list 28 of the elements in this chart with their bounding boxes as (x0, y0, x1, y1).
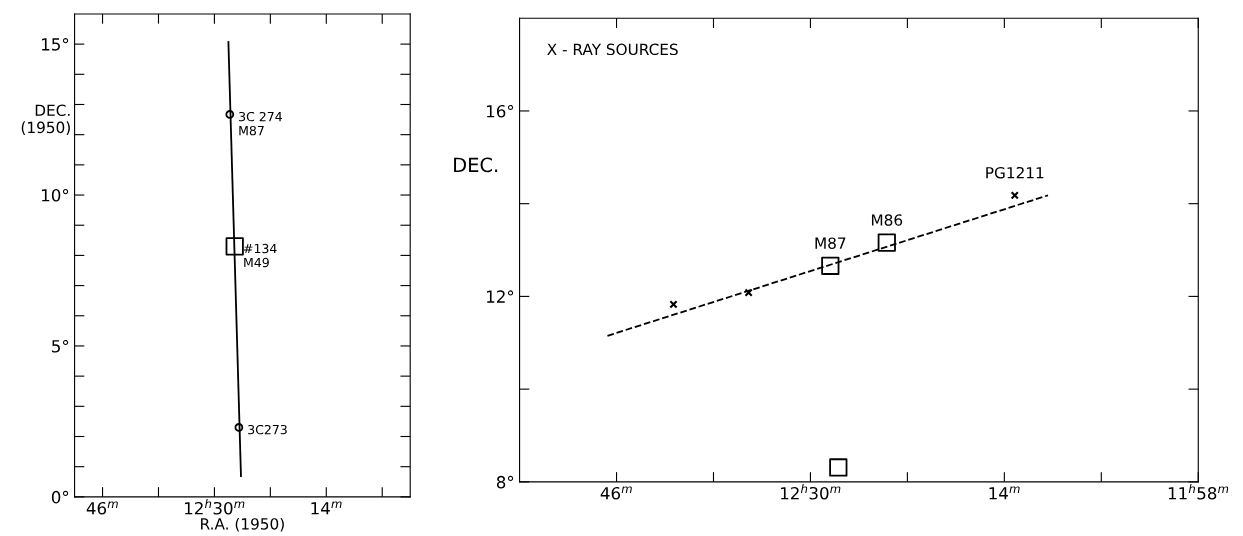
y-tick-label: 12° (487, 290, 514, 303)
x-axis-title: R.A. (1950) (201, 517, 284, 532)
annotation: PG1211 (986, 166, 1044, 179)
y-axis-title: DEC. (454, 157, 498, 173)
x-tick-label: 12$^{h}$30$^{m}$ (185, 499, 245, 515)
x-tick-label: 14$^{m}$ (989, 486, 1020, 500)
y-tick-label: 10° (42, 189, 69, 202)
annotation: #134 M49 (243, 243, 277, 268)
annotation: 3C273 (248, 424, 287, 435)
y-axis-title: DEC. (1950) (21, 104, 70, 135)
y-tick-label: 8° (496, 475, 514, 489)
x-tick-label: 14$^{m}$ (311, 501, 342, 515)
y-tick-label: 5° (52, 339, 69, 353)
x-tick-label: 46$^{m}$ (600, 486, 632, 500)
x-tick-label: 12$^{h}$30$^{m}$ (781, 484, 841, 500)
annotation: X - RAY SOURCES (547, 43, 678, 56)
x-tick-label: 46$^{m}$ (86, 501, 118, 515)
x-tick-label: 11$^{h}$58$^{m}$ (1168, 484, 1229, 500)
point (877, 233, 896, 252)
annotation: M86 (871, 214, 903, 226)
y-tick-label: 0° (51, 490, 69, 504)
annotation: 3C 274 M87 (239, 111, 282, 136)
annotation: M87 (815, 237, 846, 249)
point (829, 458, 848, 477)
point (821, 256, 840, 275)
y-tick-label: 16° (487, 104, 514, 118)
y-tick-label: 15° (42, 38, 69, 51)
point (225, 237, 244, 256)
